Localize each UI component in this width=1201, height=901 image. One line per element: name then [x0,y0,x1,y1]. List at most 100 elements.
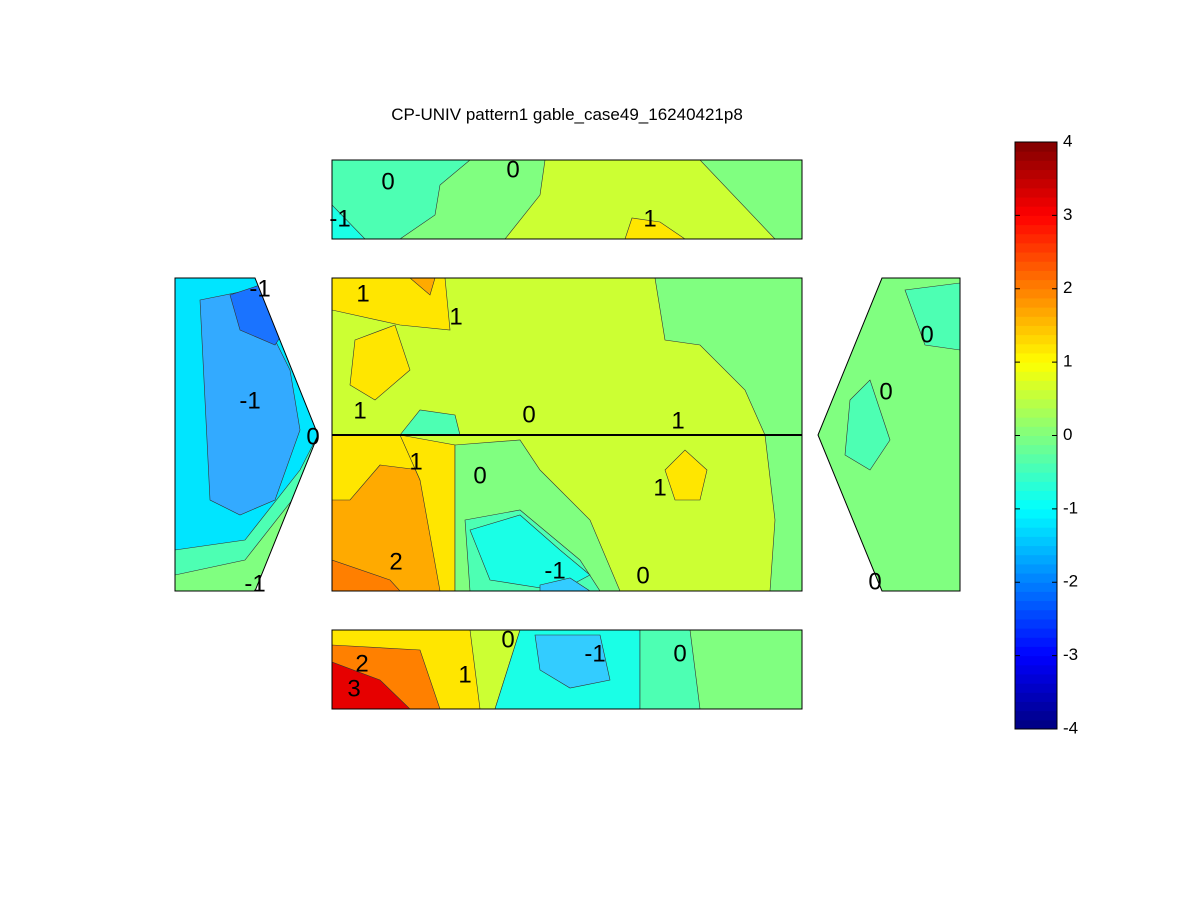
colorbar-step [1015,371,1057,381]
contour-label: 3 [347,675,360,702]
colorbar-step [1015,362,1057,372]
panel-outline [174,277,319,592]
contour-label: -1 [584,640,605,667]
colorbar-step [1015,215,1057,226]
colorbar-step [1015,224,1057,235]
colorbar-step [1015,407,1057,418]
colorbar-tick-label: 0 [1063,425,1072,444]
colorbar-tick-label: -3 [1063,645,1078,664]
colorbar-step [1015,444,1057,455]
colorbar-step [1015,316,1057,326]
panel-outline [331,159,803,240]
contour-label: 0 [522,401,535,428]
colorbar-step [1015,536,1057,547]
colorbar-step [1015,673,1057,684]
colorbar-step [1015,508,1057,519]
top-panel [332,160,802,239]
colorbar-step [1015,591,1057,602]
panel-outline [331,277,803,592]
colorbar-step [1015,334,1057,345]
colorbar-step [1015,206,1057,216]
contour-label: 1 [356,280,369,307]
colorbar-step [1015,664,1057,675]
colorbar-step [1015,655,1057,666]
colorbar [1015,142,1057,730]
colorbar-step [1015,499,1057,510]
colorbar-step [1015,710,1057,721]
contour-label: 2 [389,548,402,575]
colorbar-step [1015,554,1057,565]
colorbar-tick-label: -2 [1063,572,1078,591]
contour-label: 0 [306,423,319,450]
contour-label: 0 [879,378,892,405]
contour-label: -1 [244,570,265,597]
panel-outline [331,629,803,710]
colorbar-step [1015,609,1057,620]
contour-label: 0 [636,562,649,589]
colorbar-step [1015,417,1057,427]
colorbar-tick-label: -4 [1063,718,1078,737]
contour-label: -1 [239,387,260,414]
colorbar-step [1015,637,1057,647]
contour-label: 1 [353,397,366,424]
chart-title: CP-UNIV pattern1 gable_case49_16240421p8 [391,105,743,124]
contour-label: 1 [458,661,471,688]
colorbar-step [1015,426,1057,436]
contour-label: 0 [673,640,686,667]
colorbar-step [1015,151,1057,161]
colorbar-step [1015,472,1057,482]
colorbar-step [1015,270,1057,281]
colorbar-step [1015,701,1057,712]
colorbar-tick-label: -1 [1063,498,1078,517]
contour-label: 0 [920,321,933,348]
colorbar-step [1015,453,1057,464]
colorbar-step [1015,325,1057,336]
colorbar-step [1015,435,1057,446]
colorbar-step [1015,628,1057,638]
colorbar-step [1015,683,1057,693]
colorbar-step [1015,307,1057,317]
contour-label: -1 [329,205,350,232]
contour-label: 0 [868,568,881,595]
colorbar-step [1015,481,1057,492]
colorbar-step [1015,261,1057,271]
colorbar-step [1015,142,1057,152]
colorbar-step [1015,160,1057,171]
contour-label: 0 [501,626,514,653]
colorbar-step [1015,518,1057,528]
colorbar-step [1015,187,1057,198]
panel-outline [817,277,961,592]
colorbar-step [1015,618,1057,629]
contour-label: 0 [381,168,394,195]
colorbar-step [1015,242,1057,253]
colorbar-step [1015,197,1057,207]
colorbar-tick-label: 4 [1063,131,1072,150]
colorbar-step [1015,692,1057,702]
colorbar-step [1015,582,1057,592]
colorbar-step [1015,527,1057,537]
colorbar-step [1015,352,1057,363]
colorbar-step [1015,719,1057,730]
colorbar-step [1015,545,1057,556]
bottom-panel [332,630,802,709]
colorbar-step [1015,343,1057,354]
colorbar-step [1015,252,1057,262]
colorbar-step [1015,398,1057,409]
colorbar-step [1015,233,1057,244]
contour-label: -1 [544,557,565,584]
contour-label: 1 [409,448,422,475]
colorbar-step [1015,178,1057,189]
colorbar-step [1015,279,1057,290]
contour-label: 1 [671,407,684,434]
colorbar-step [1015,380,1057,391]
colorbar-tick-label: 2 [1063,278,1072,297]
colorbar-step [1015,463,1057,473]
contour-label: 0 [473,462,486,489]
colorbar-step [1015,288,1057,299]
colorbar-step [1015,389,1057,400]
colorbar-step [1015,600,1057,611]
colorbar-step [1015,573,1057,583]
colorbar-step [1015,490,1057,501]
colorbar-tick-label: 3 [1063,205,1072,224]
